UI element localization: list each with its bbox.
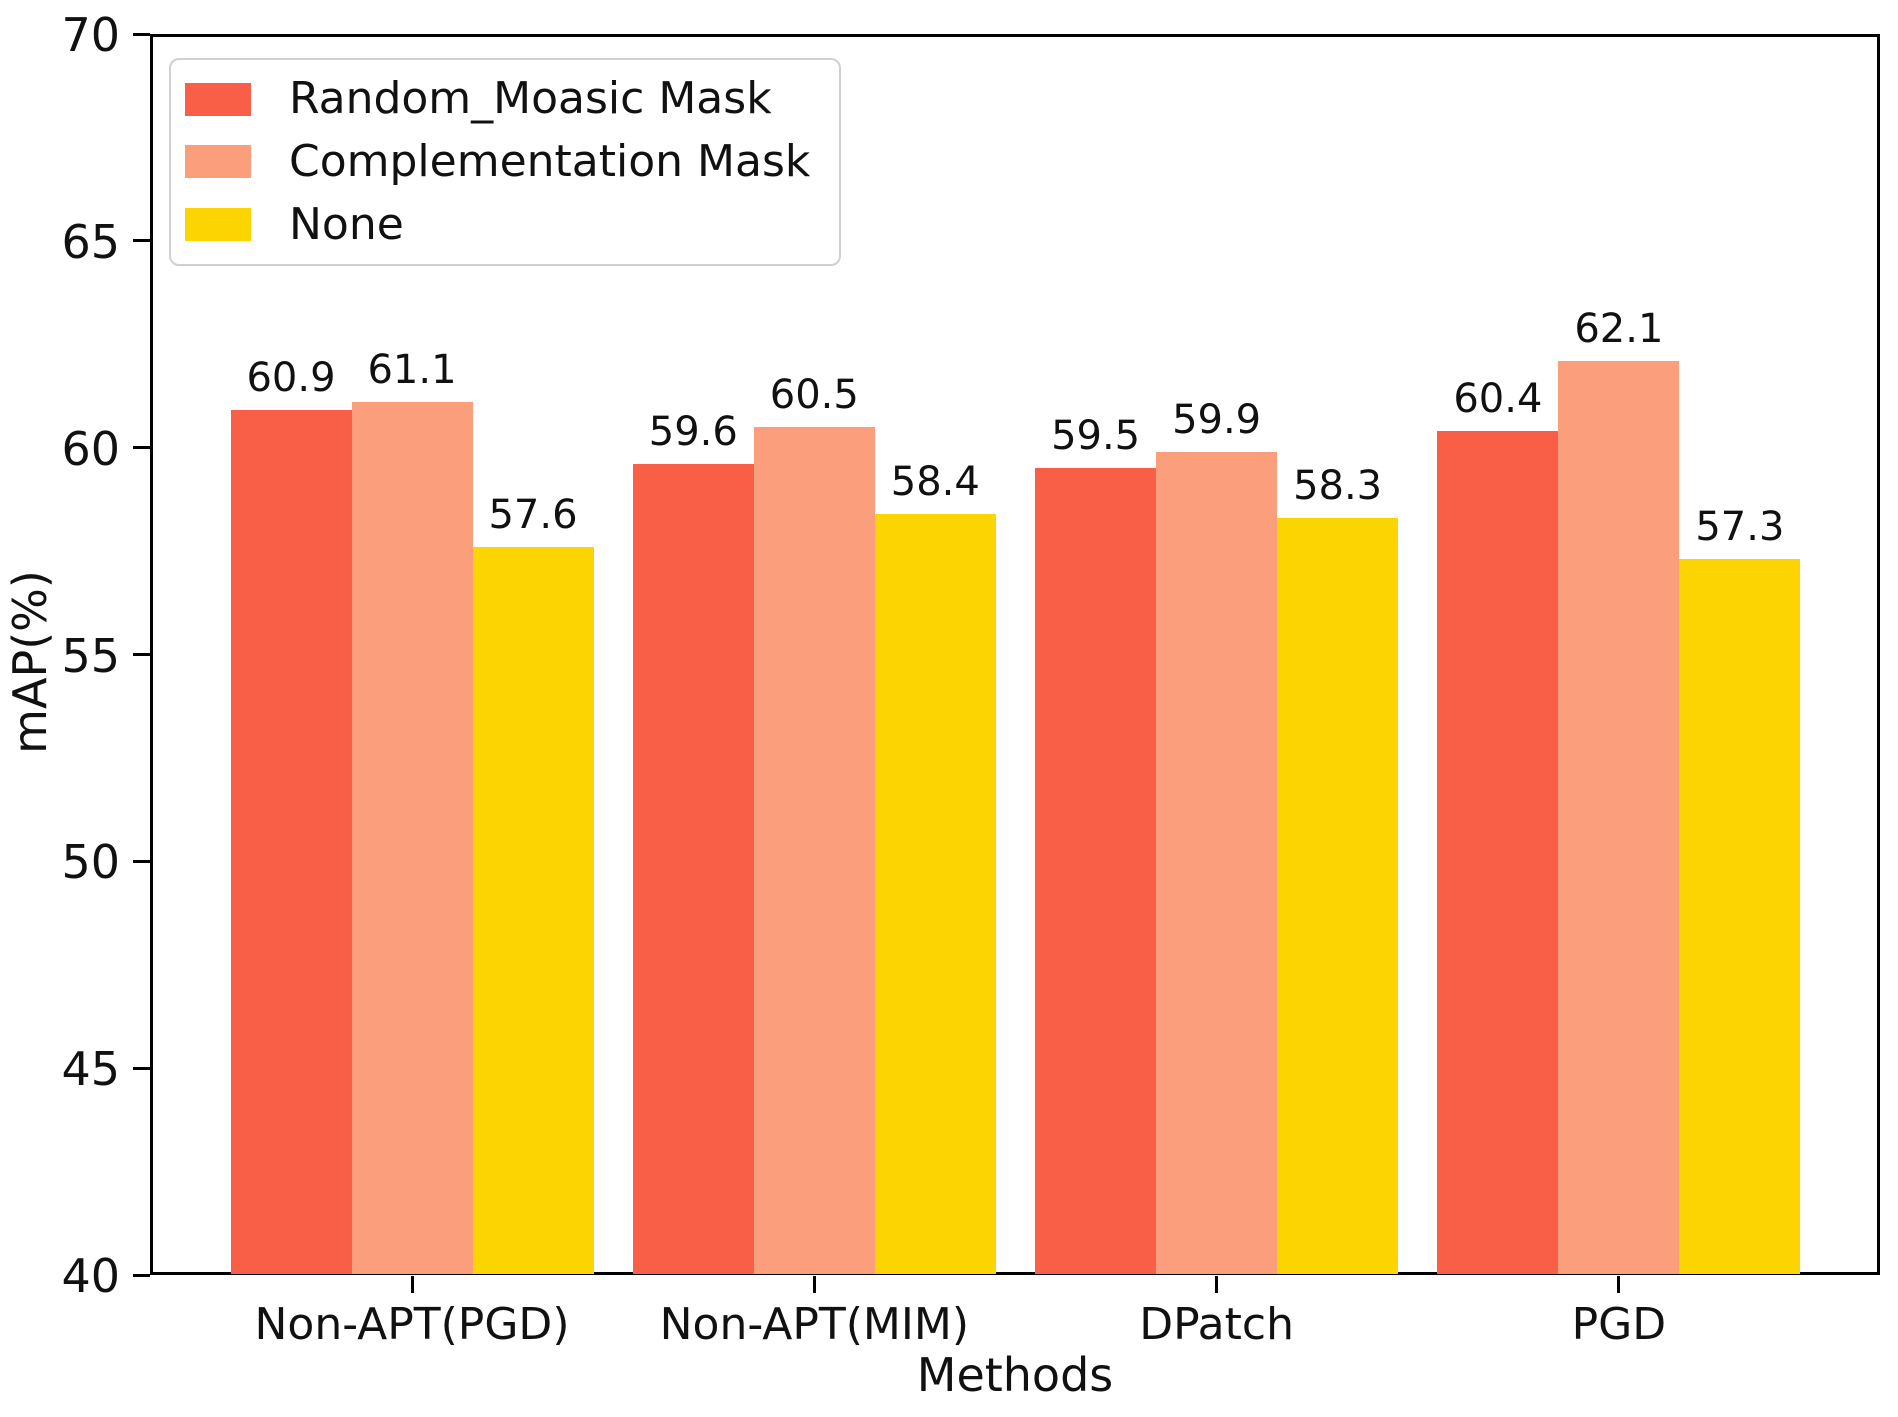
bar-none xyxy=(472,546,594,1274)
bar-value-label: 59.9 xyxy=(1172,396,1262,443)
x-tick-mark xyxy=(812,1276,816,1293)
y-tick-mark xyxy=(133,239,150,243)
bar-value-label: 61.1 xyxy=(367,347,457,394)
bar-complementation-mask xyxy=(753,426,875,1274)
bar-value-label: 59.5 xyxy=(1051,413,1141,460)
y-tick-label: 55 xyxy=(61,628,120,683)
bar-value-label: 62.1 xyxy=(1574,305,1664,352)
bar-value-label: 60.9 xyxy=(246,355,336,402)
x-tick-mark xyxy=(1215,1276,1219,1293)
y-tick-label: 70 xyxy=(61,8,120,62)
legend-swatch-random-moasic-mask xyxy=(185,82,251,116)
y-tick-mark xyxy=(133,1273,150,1277)
y-tick-mark xyxy=(133,859,150,863)
bar-none xyxy=(1679,559,1801,1274)
x-axis-title: Methods xyxy=(916,1348,1114,1402)
x-tick-label: PGD xyxy=(1571,1299,1667,1350)
y-tick-label: 60 xyxy=(61,421,120,476)
legend-swatch-complementation-mask xyxy=(185,145,251,179)
bar-value-label: 57.3 xyxy=(1695,504,1785,551)
y-tick-mark xyxy=(133,653,150,656)
legend-label: Complementation Mask xyxy=(289,135,811,187)
x-tick-label: Non-APT(PGD) xyxy=(254,1299,570,1350)
x-tick-label: DPatch xyxy=(1139,1299,1294,1350)
bar-value-label: 60.5 xyxy=(769,371,859,418)
bar-value-label: 58.4 xyxy=(890,458,980,505)
y-axis-title: mAP(%) xyxy=(3,570,57,754)
bar-complementation-mask xyxy=(1156,451,1278,1274)
y-tick-mark xyxy=(133,32,150,36)
bar-random-moasic-mask xyxy=(632,464,754,1274)
legend-item: None xyxy=(185,198,825,250)
x-tick-mark xyxy=(410,1276,414,1293)
legend-item: Random_Moasic Mask xyxy=(185,77,825,121)
y-tick-mark xyxy=(133,1066,150,1070)
legend: Random_Moasic Mask Complementation Mask No… xyxy=(169,58,841,266)
y-tick-mark xyxy=(133,446,150,450)
y-tick-label: 65 xyxy=(61,214,120,269)
legend-label: Random_Moasic Mask xyxy=(289,73,772,125)
bar-random-moasic-mask xyxy=(230,410,352,1274)
x-tick-label: Non-APT(MIM) xyxy=(659,1299,969,1350)
bar-value-label: 58.3 xyxy=(1293,462,1383,509)
bar-complementation-mask xyxy=(1558,360,1680,1274)
y-tick-label: 40 xyxy=(61,1249,120,1303)
bar-random-moasic-mask xyxy=(1437,431,1559,1274)
legend-swatch-none xyxy=(185,208,251,242)
y-tick-label: 45 xyxy=(61,1042,120,1097)
bar-value-label: 60.4 xyxy=(1453,376,1543,423)
bar-none xyxy=(874,513,996,1274)
bar-none xyxy=(1277,517,1399,1274)
bar-complementation-mask xyxy=(351,402,473,1274)
bar-value-label: 59.6 xyxy=(648,409,738,456)
x-tick-mark xyxy=(1617,1276,1621,1293)
bar-value-label: 57.6 xyxy=(488,491,578,538)
bar-random-moasic-mask xyxy=(1035,468,1157,1274)
y-tick-label: 50 xyxy=(61,835,120,890)
legend-item: Complementation Mask xyxy=(185,135,825,187)
legend-label: None xyxy=(289,198,404,250)
